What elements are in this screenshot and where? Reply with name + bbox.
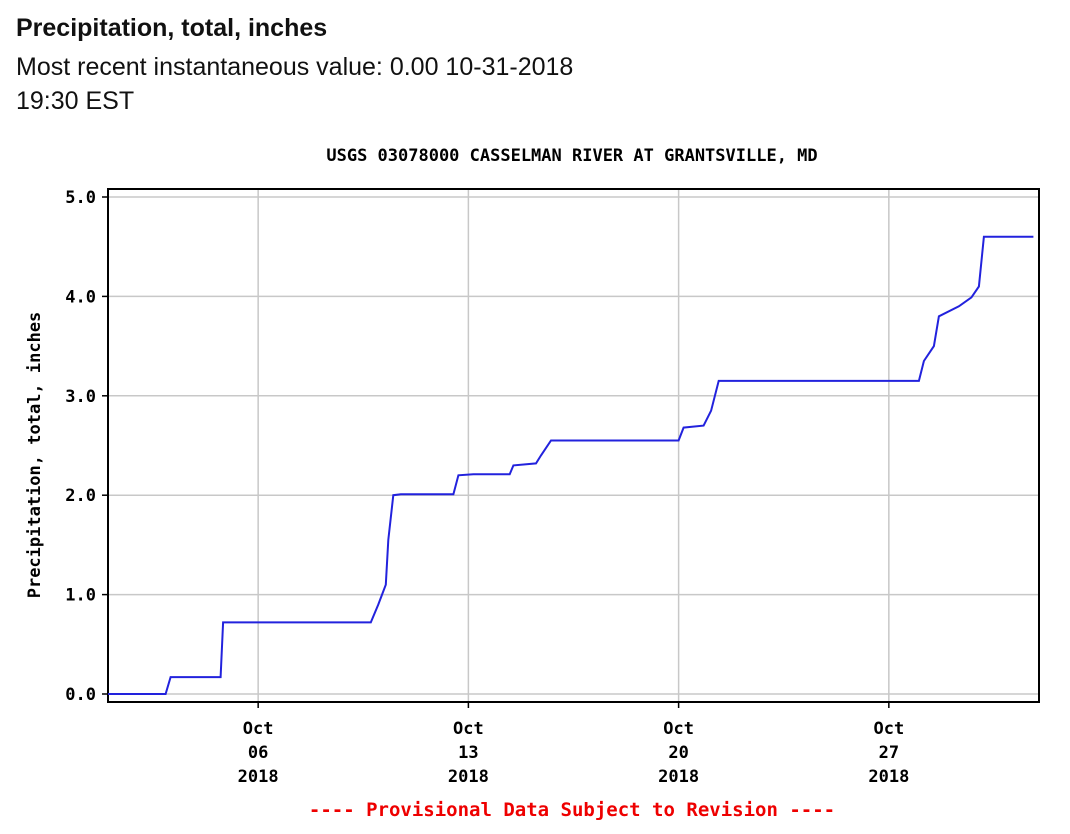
x-tick-label: Oct — [873, 719, 904, 739]
y-tick-label: 2.0 — [65, 486, 96, 506]
y-tick-label: 3.0 — [65, 387, 96, 407]
chart-title: USGS 03078000 CASSELMAN RIVER AT GRANTSV… — [326, 146, 817, 166]
x-tick-label: 2018 — [868, 767, 909, 787]
y-tick-labels: 0.0 1.0 2.0 3.0 4.0 5.0 — [65, 188, 108, 705]
y-axis-label: Precipitation, total, inches — [25, 312, 45, 599]
x-tick-label: 27 — [879, 743, 899, 763]
x-tick-label: Oct — [663, 719, 694, 739]
x-tick-label: Oct — [243, 719, 274, 739]
x-tick-label: 2018 — [238, 767, 279, 787]
x-tick-label: 2018 — [658, 767, 699, 787]
plot-frame — [107, 188, 1040, 703]
x-tick-label: 13 — [458, 743, 478, 763]
x-tick-label: 06 — [248, 743, 268, 763]
x-tick-label: 20 — [668, 743, 688, 763]
x-tick-label: Oct — [453, 719, 484, 739]
y-tick-label: 0.0 — [65, 685, 96, 705]
y-tick-label: 1.0 — [65, 586, 96, 606]
page-title: Precipitation, total, inches — [16, 14, 328, 42]
series-line — [108, 235, 1034, 695]
grid-layer — [108, 189, 1039, 702]
x-tick-label: 2018 — [448, 767, 489, 787]
most-recent-value: Most recent instantaneous value: 0.00 10… — [16, 53, 595, 115]
provisional-data-note: ---- Provisional Data Subject to Revisio… — [309, 799, 835, 821]
x-tick-labels: Oct 06 2018 Oct 13 2018 Oct 20 2018 Oct 27 2018 — [238, 702, 909, 787]
y-tick-label: 4.0 — [65, 287, 96, 307]
y-tick-label: 5.0 — [65, 188, 96, 208]
